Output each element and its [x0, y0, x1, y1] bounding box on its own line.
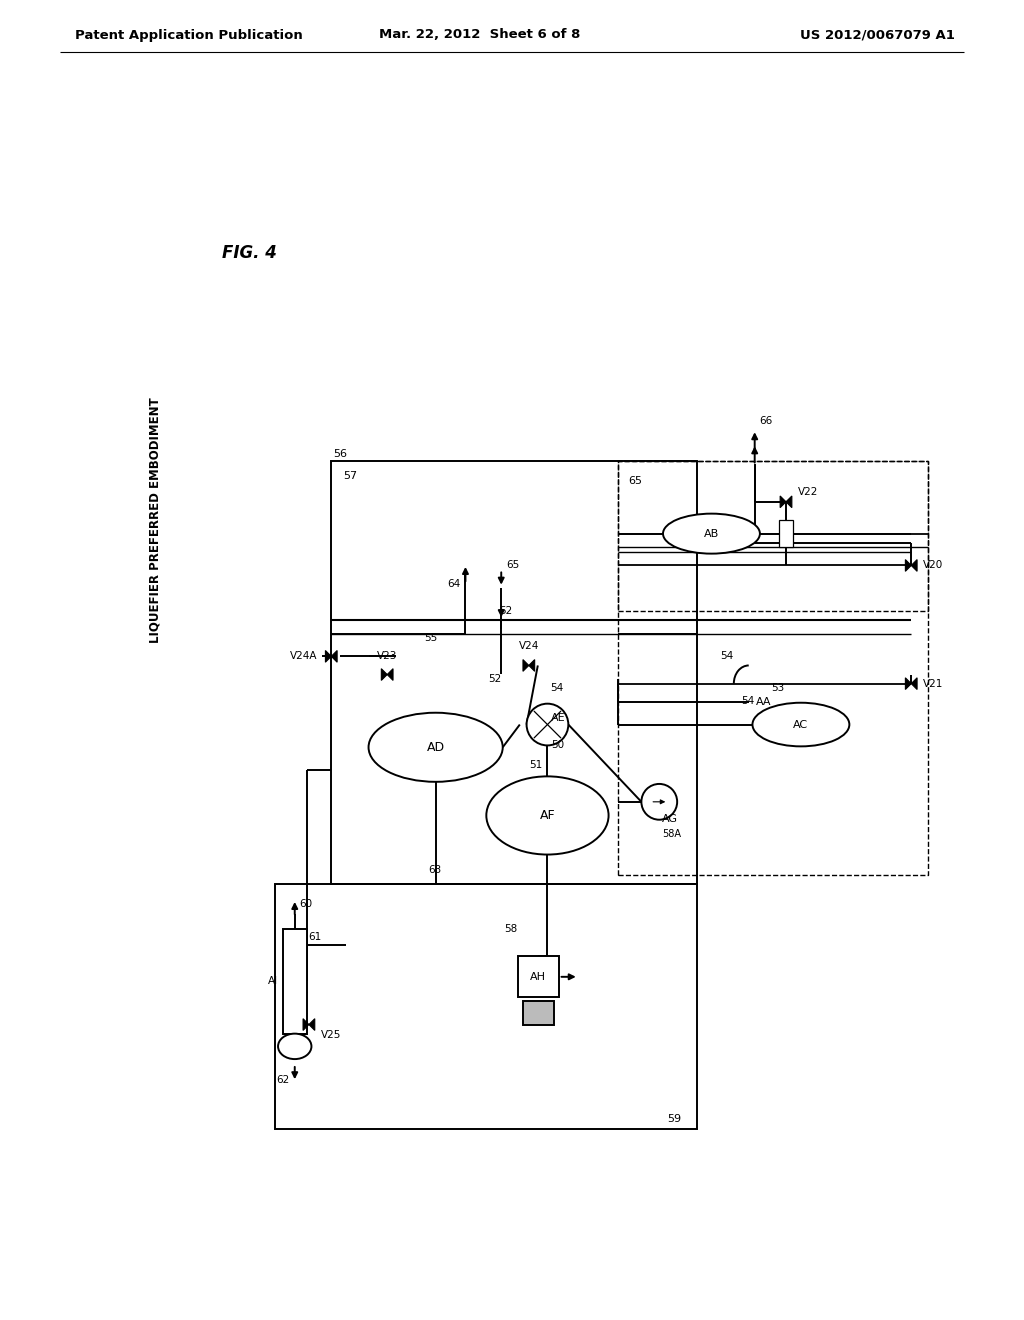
Polygon shape [786, 496, 792, 508]
Text: V23: V23 [377, 651, 397, 660]
Text: V21: V21 [924, 678, 943, 689]
Text: 55: 55 [425, 632, 437, 643]
Bar [522, 1001, 554, 1024]
Text: AC: AC [794, 719, 809, 730]
Text: 61: 61 [308, 932, 322, 941]
Text: AA: AA [756, 697, 771, 706]
Text: 58A: 58A [663, 829, 681, 838]
Bar [518, 957, 559, 998]
Text: 66: 66 [760, 416, 773, 426]
Bar [283, 929, 306, 1034]
Text: 64: 64 [447, 579, 461, 589]
Text: 63: 63 [428, 866, 441, 875]
Text: V24: V24 [518, 642, 539, 652]
Text: 65: 65 [506, 560, 519, 569]
Bar [275, 883, 696, 1129]
Text: 52: 52 [499, 606, 512, 616]
Text: V25: V25 [321, 1030, 341, 1040]
Polygon shape [523, 660, 528, 672]
Text: AI: AI [267, 977, 278, 986]
Text: 52: 52 [487, 673, 501, 684]
Bar [618, 461, 928, 875]
Text: AD: AD [427, 741, 444, 754]
Text: 51: 51 [529, 759, 543, 770]
Circle shape [641, 784, 677, 820]
Polygon shape [780, 496, 786, 508]
Text: AB: AB [703, 528, 719, 539]
Polygon shape [911, 677, 918, 689]
Text: FIG. 4: FIG. 4 [222, 244, 276, 261]
Text: 65: 65 [628, 477, 642, 486]
Polygon shape [387, 669, 393, 680]
Text: 56: 56 [333, 449, 347, 459]
Polygon shape [326, 651, 332, 663]
Polygon shape [905, 560, 911, 572]
Ellipse shape [663, 513, 760, 553]
Circle shape [526, 704, 568, 746]
Polygon shape [381, 669, 387, 680]
Text: 58: 58 [505, 924, 518, 935]
Text: 59: 59 [668, 1114, 682, 1125]
Text: US 2012/0067079 A1: US 2012/0067079 A1 [800, 29, 955, 41]
Text: AE: AE [551, 713, 565, 722]
Text: V22: V22 [798, 487, 818, 496]
Ellipse shape [279, 1034, 311, 1059]
Text: 50: 50 [552, 739, 564, 750]
Polygon shape [309, 1019, 314, 1031]
Text: 53: 53 [771, 682, 784, 693]
Text: 57: 57 [343, 471, 357, 480]
Text: V20: V20 [924, 561, 943, 570]
Polygon shape [303, 1019, 309, 1031]
Text: 54: 54 [741, 697, 755, 706]
Polygon shape [528, 660, 535, 672]
Polygon shape [911, 560, 918, 572]
Polygon shape [332, 651, 337, 663]
Text: AG: AG [663, 814, 678, 824]
Bar [618, 461, 928, 611]
Text: 60: 60 [300, 899, 313, 909]
Bar [332, 461, 696, 883]
Text: Patent Application Publication: Patent Application Publication [75, 29, 303, 41]
Text: 62: 62 [276, 1074, 290, 1085]
Ellipse shape [753, 702, 849, 746]
Text: AF: AF [540, 809, 555, 822]
Text: Mar. 22, 2012  Sheet 6 of 8: Mar. 22, 2012 Sheet 6 of 8 [379, 29, 581, 41]
Ellipse shape [486, 776, 608, 854]
Polygon shape [905, 677, 911, 689]
Ellipse shape [369, 713, 503, 781]
Text: 54: 54 [721, 651, 734, 661]
Text: 54: 54 [551, 682, 563, 693]
Bar [778, 520, 794, 548]
Text: AH: AH [530, 972, 546, 982]
Text: LIQUEFIER PREFERRED EMBODIMENT: LIQUEFIER PREFERRED EMBODIMENT [148, 397, 162, 643]
Text: V24A: V24A [290, 651, 317, 661]
